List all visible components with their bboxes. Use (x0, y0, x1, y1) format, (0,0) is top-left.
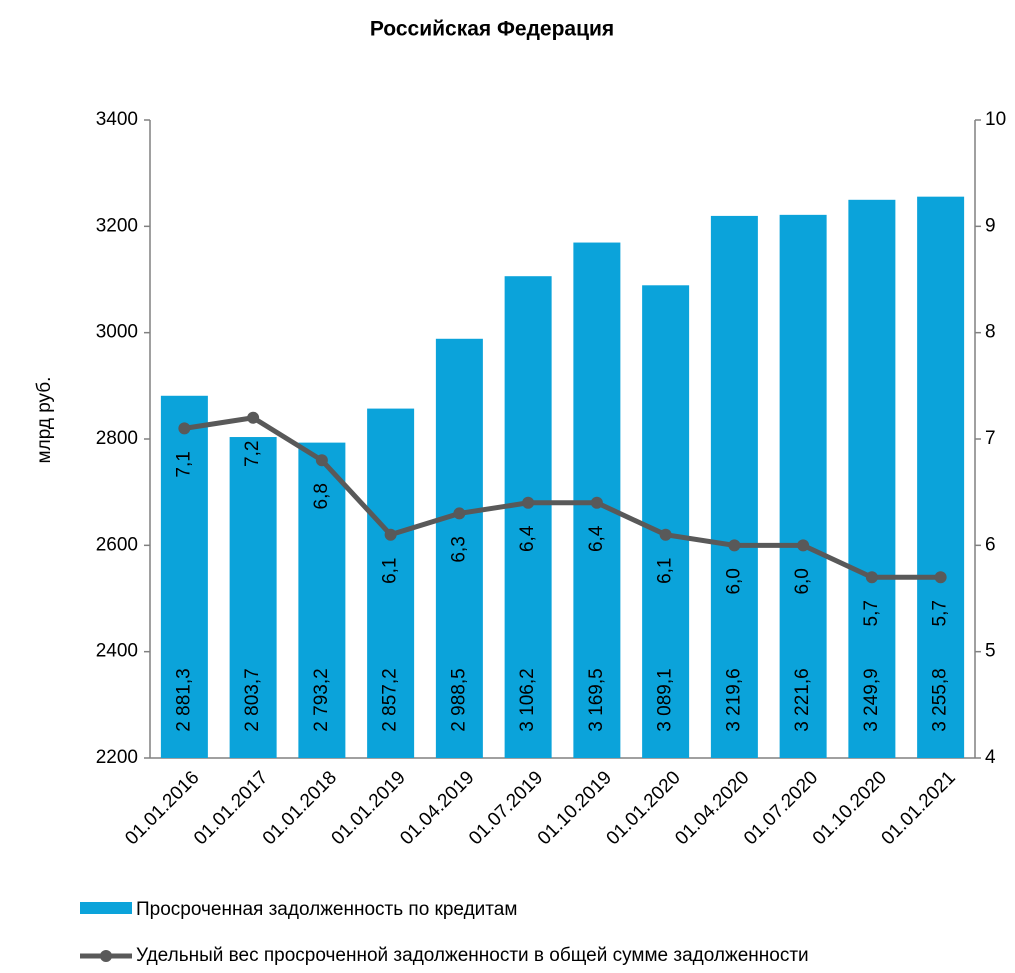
legend-swatch (80, 902, 132, 914)
bar-value-label: 2 881,3 (173, 668, 194, 731)
y-tick-label: 3200 (96, 215, 138, 236)
line-value-label: 7,2 (242, 441, 263, 467)
bar (160, 395, 208, 758)
x-tick-label: 01.01.2020 (603, 767, 685, 849)
line-marker (384, 528, 397, 541)
y-tick-label: 2400 (96, 641, 138, 662)
line-marker (590, 496, 603, 509)
bar (504, 276, 552, 758)
bar-value-label: 2 793,2 (311, 668, 332, 731)
chart-title: Российская Федерация (370, 18, 614, 41)
line-value-label: 6,1 (380, 557, 401, 583)
line-value-label: 6,4 (586, 525, 607, 552)
x-tick-label: 01.01.2021 (878, 767, 960, 849)
x-tick-label: 01.10.2020 (809, 767, 891, 849)
y-axis-label: млрд руб. (34, 377, 55, 464)
bar (848, 199, 896, 758)
y2-tick-label: 9 (985, 215, 996, 236)
line-marker (247, 411, 260, 424)
bar (710, 215, 758, 759)
y-tick-label: 2600 (96, 534, 138, 555)
x-tick-label: 01.01.2018 (259, 767, 341, 849)
bar-value-label: 2 988,5 (448, 668, 469, 731)
legend-label: Просроченная задолженность по кредитам (136, 899, 517, 920)
bar (298, 442, 346, 758)
line-value-label: 6,0 (723, 568, 744, 594)
x-tick-label: 01.01.2016 (121, 767, 203, 849)
line-value-label: 6,8 (311, 483, 332, 509)
y2-tick-label: 6 (985, 534, 996, 555)
bar-value-label: 3 255,8 (930, 668, 951, 731)
bar (229, 437, 277, 758)
line-marker (728, 539, 741, 552)
y2-tick-label: 7 (985, 428, 996, 449)
x-tick-label: 01.10.2019 (534, 767, 616, 849)
line-marker (934, 571, 947, 584)
y2-tick-label: 10 (985, 109, 1006, 130)
line-value-label: 6,3 (448, 536, 469, 562)
y2-tick-label: 4 (985, 747, 996, 768)
line-value-label: 6,4 (517, 525, 538, 552)
x-tick-label: 01.01.2019 (328, 767, 410, 849)
y2-tick-label: 8 (985, 322, 996, 343)
x-tick-label: 01.04.2019 (396, 767, 478, 849)
line (183, 415, 941, 580)
legend-marker (100, 950, 112, 962)
y-tick-label: 2200 (96, 747, 138, 768)
line-value-label: 5,7 (930, 600, 951, 626)
line-marker (178, 422, 191, 435)
bar-value-label: 3 219,6 (723, 668, 744, 731)
bar (435, 338, 483, 758)
line-marker (797, 539, 810, 552)
bar (367, 408, 415, 758)
line-marker (315, 454, 328, 467)
bar-value-label: 3 249,9 (861, 668, 882, 731)
line-marker (659, 528, 672, 541)
line-marker (453, 507, 466, 520)
line-value-label: 7,1 (173, 451, 194, 477)
y-tick-label: 3400 (96, 109, 138, 130)
bar-value-label: 3 221,6 (792, 668, 813, 731)
line-value-label: 5,7 (861, 600, 882, 626)
line-value-label: 6,0 (792, 568, 813, 594)
bar-value-label: 3 089,1 (655, 668, 676, 731)
bar-value-label: 3 169,5 (586, 668, 607, 731)
x-tick-label: 01.01.2017 (190, 767, 272, 849)
y-tick-label: 3000 (96, 322, 138, 343)
bar-value-label: 2 803,7 (242, 668, 263, 731)
y-tick-label: 2800 (96, 428, 138, 449)
bar-value-label: 2 857,2 (380, 668, 401, 731)
bar (642, 285, 690, 758)
y2-tick-label: 5 (985, 641, 996, 662)
x-tick-label: 01.07.2020 (740, 767, 822, 849)
line-value-label: 6,1 (655, 557, 676, 583)
x-tick-label: 01.04.2020 (671, 767, 753, 849)
bar (779, 214, 827, 758)
bar (917, 196, 965, 759)
line-marker (865, 571, 878, 584)
line-marker (522, 496, 535, 509)
legend-label: Удельный вес просроченной задолженности … (136, 945, 809, 966)
bar-value-label: 3 106,2 (517, 668, 538, 731)
x-tick-label: 01.07.2019 (465, 767, 547, 849)
